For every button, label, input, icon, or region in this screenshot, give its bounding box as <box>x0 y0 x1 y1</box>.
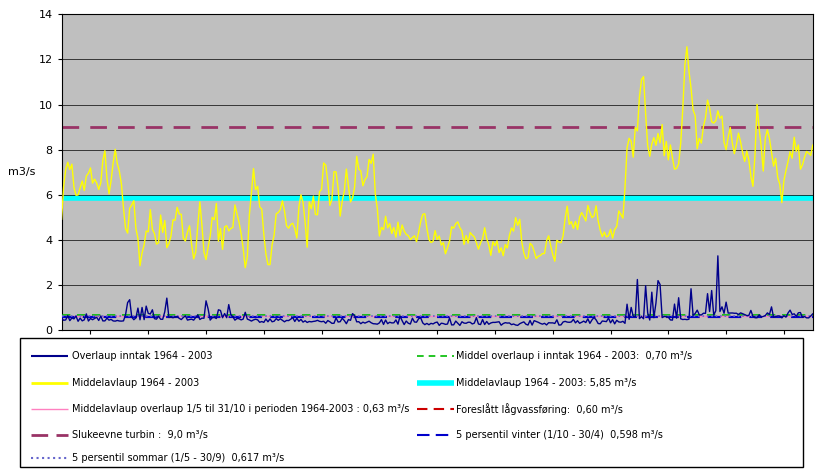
Text: 5 persentil sommar (1/5 - 30/9)  0,617 m³/s: 5 persentil sommar (1/5 - 30/9) 0,617 m³… <box>72 453 284 463</box>
Text: Slukeevne turbin :  9,0 m³/s: Slukeevne turbin : 9,0 m³/s <box>72 430 208 439</box>
Text: Middelavlaup overlaup 1/5 til 31/10 i perioden 1964-2003 : 0,63 m³/s: Middelavlaup overlaup 1/5 til 31/10 i pe… <box>72 404 409 414</box>
Text: Foreslått lågvassføring:  0,60 m³/s: Foreslått lågvassføring: 0,60 m³/s <box>456 403 623 415</box>
FancyBboxPatch shape <box>21 338 803 467</box>
Text: Middelavlaup 1964 - 2003: Middelavlaup 1964 - 2003 <box>72 378 200 388</box>
Y-axis label: m3/s: m3/s <box>8 167 35 177</box>
Text: Middelavlaup 1964 - 2003: 5,85 m³/s: Middelavlaup 1964 - 2003: 5,85 m³/s <box>456 378 636 388</box>
Text: 5 persentil vinter (1/10 - 30/4)  0,598 m³/s: 5 persentil vinter (1/10 - 30/4) 0,598 m… <box>456 430 663 439</box>
Text: Overlaup inntak 1964 - 2003: Overlaup inntak 1964 - 2003 <box>72 351 213 361</box>
Text: Middel overlaup i inntak 1964 - 2003:  0,70 m³/s: Middel overlaup i inntak 1964 - 2003: 0,… <box>456 351 692 361</box>
